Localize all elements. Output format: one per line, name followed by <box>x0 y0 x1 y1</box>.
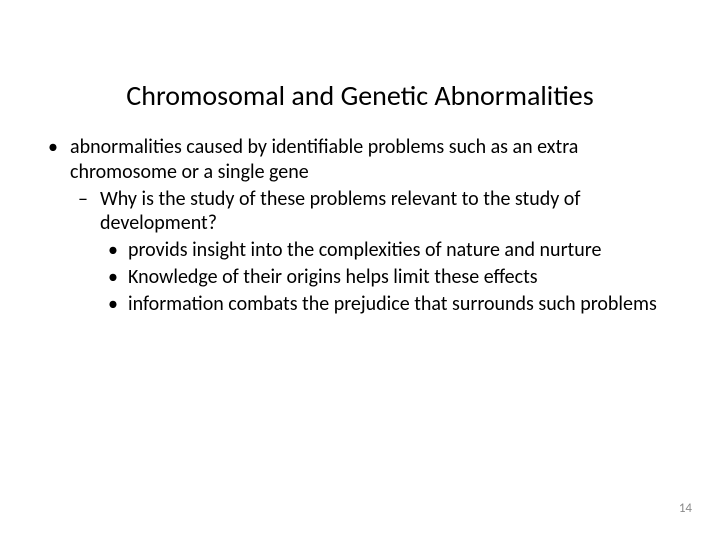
bullet-text: provids insight into the complexities of… <box>128 238 601 262</box>
list-item: information combats the prejudice that s… <box>100 292 680 317</box>
bullet-text: abnormalities caused by identifiable pro… <box>70 135 578 184</box>
page-number: 14 <box>679 501 692 516</box>
bullet-text: information combats the prejudice that s… <box>128 292 657 316</box>
slide-container: Chromosomal and Genetic Abnormalities ab… <box>0 0 720 540</box>
bullet-list-level3: provids insight into the complexities of… <box>100 238 680 316</box>
bullet-text: Why is the study of these problems relev… <box>100 187 580 236</box>
list-item: provids insight into the complexities of… <box>100 238 680 263</box>
bullet-text: Knowledge of their origins helps limit t… <box>128 265 538 289</box>
slide-title: Chromosomal and Genetic Abnormalities <box>0 0 720 135</box>
list-item: Knowledge of their origins helps limit t… <box>100 265 680 290</box>
bullet-list-level1: abnormalities caused by identifiable pro… <box>40 135 680 317</box>
list-item: abnormalities caused by identifiable pro… <box>40 135 680 317</box>
list-item: Why is the study of these problems relev… <box>70 187 680 317</box>
bullet-list-level2: Why is the study of these problems relev… <box>70 187 680 317</box>
slide-body: abnormalities caused by identifiable pro… <box>0 135 720 317</box>
